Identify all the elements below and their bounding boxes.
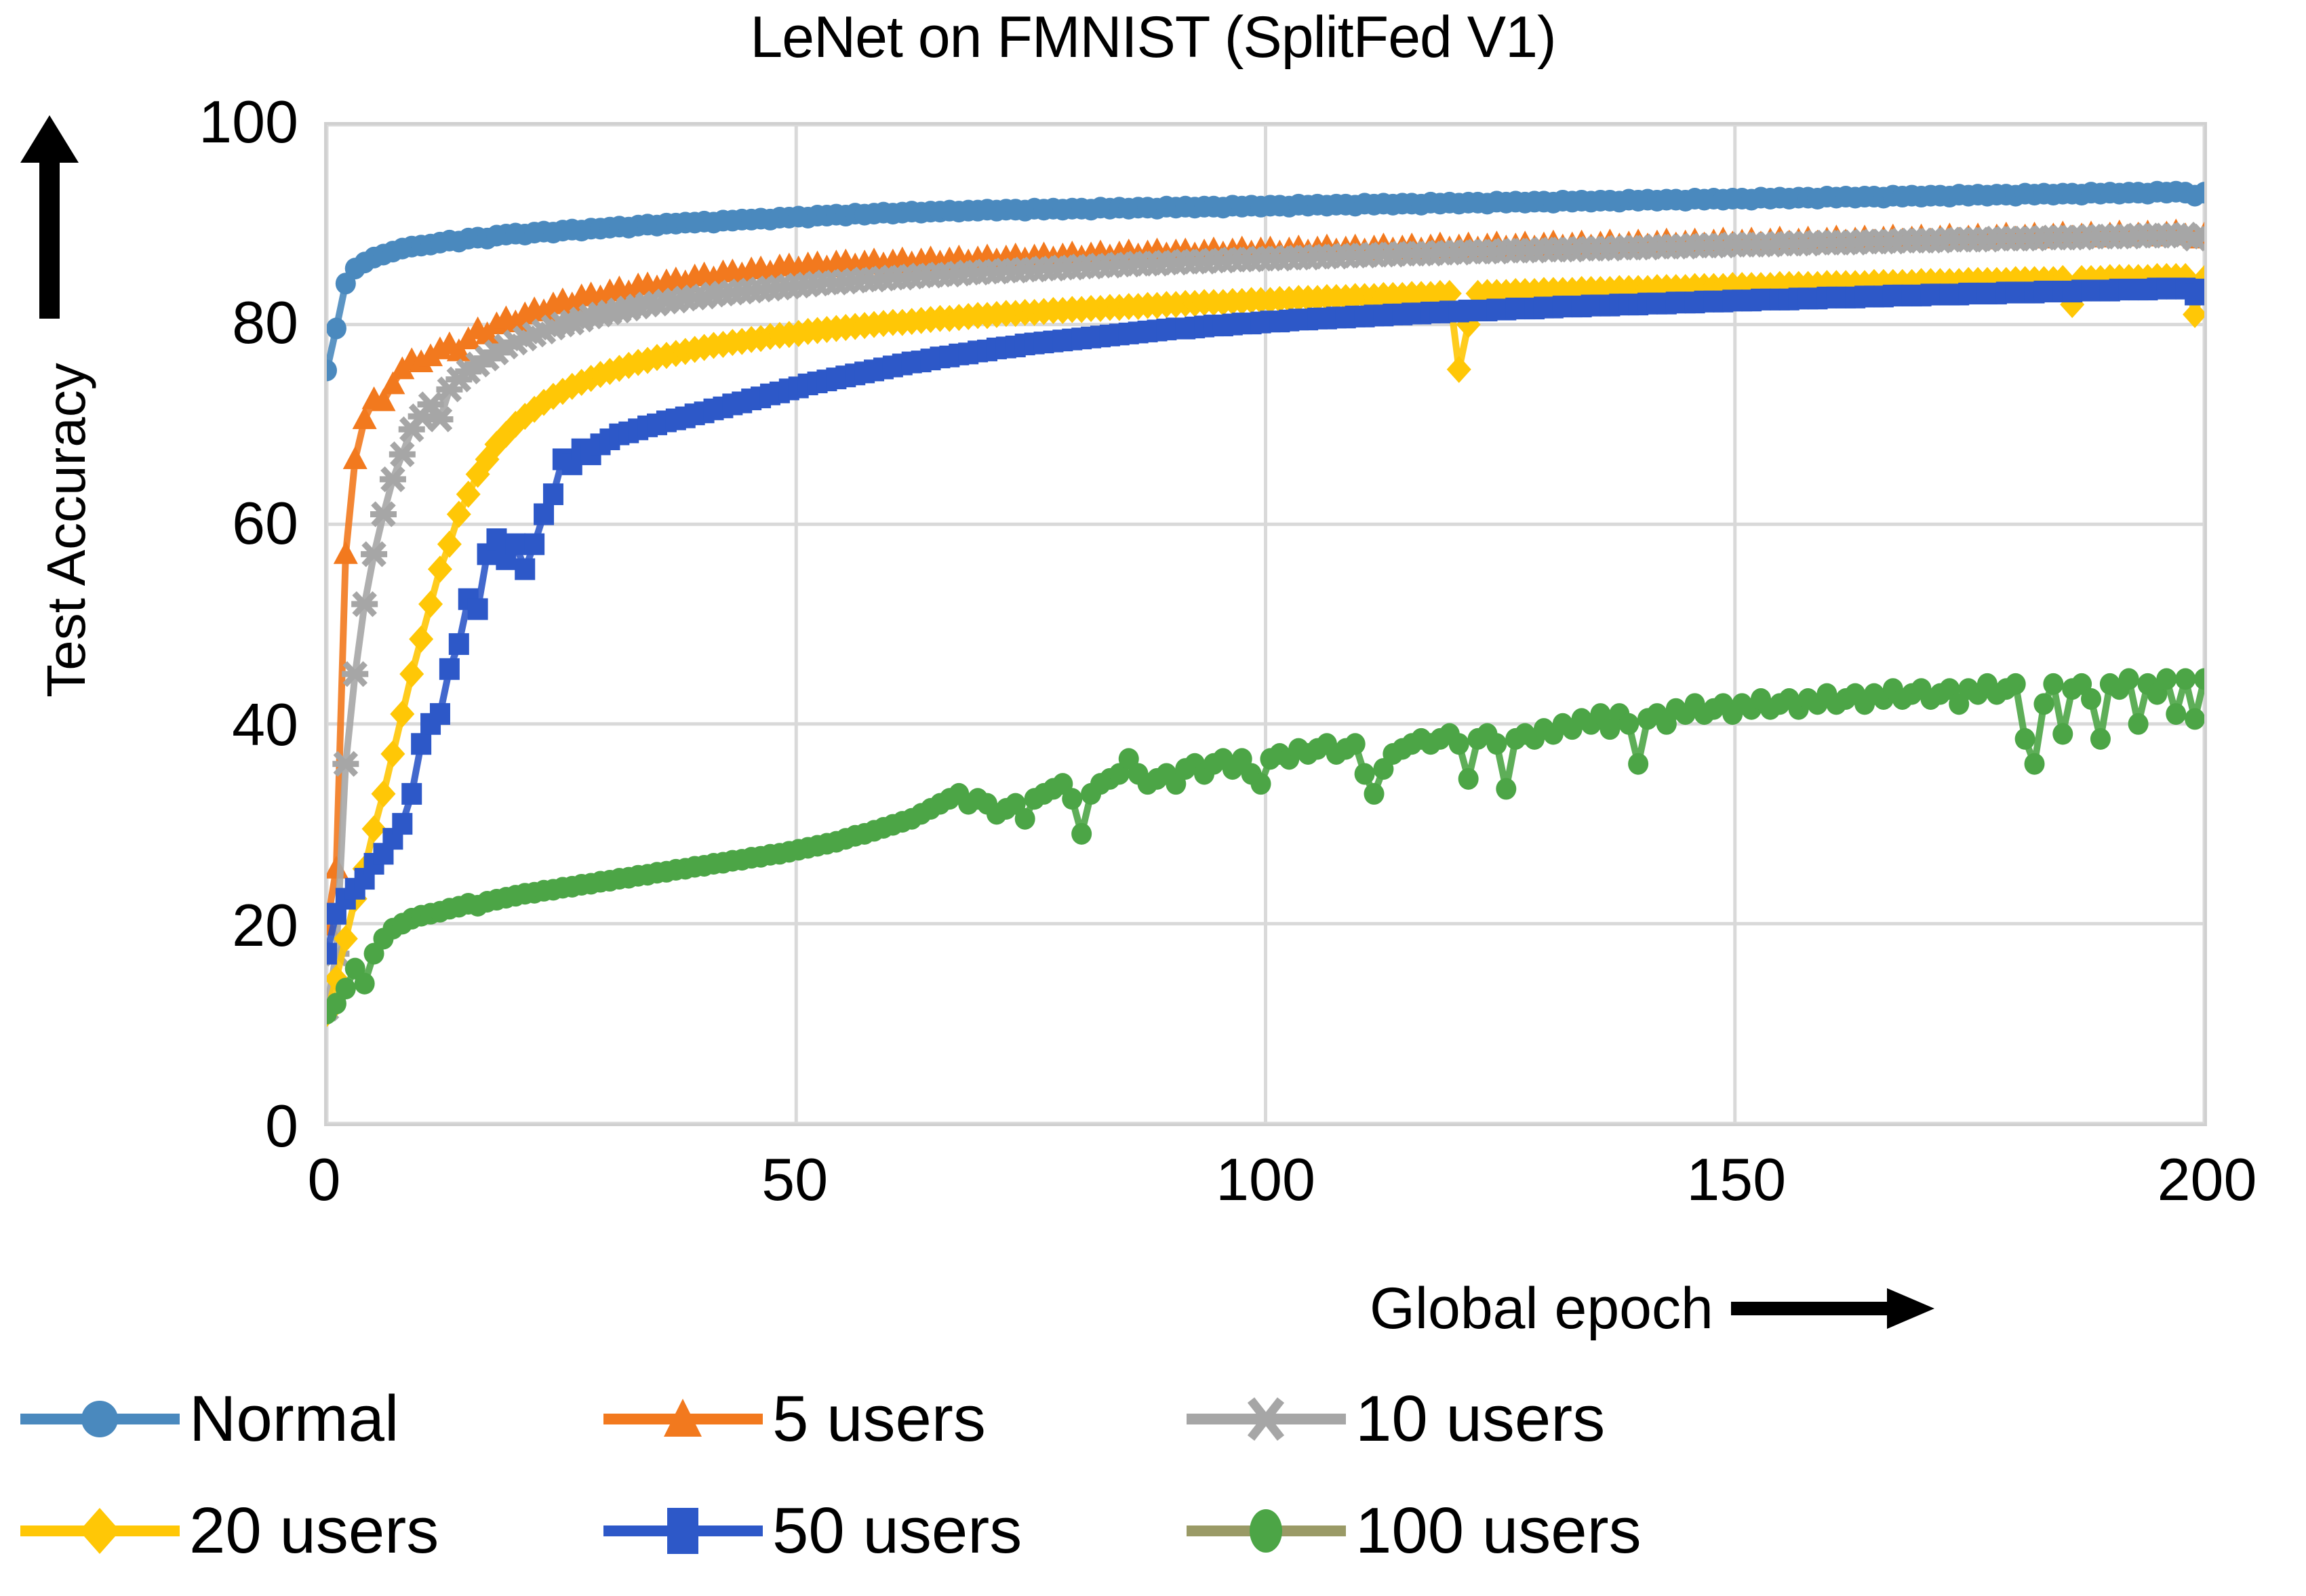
chart-legend: Normal 5 users 10 users xyxy=(20,1363,2285,1587)
x-axis-arrow-icon xyxy=(1730,1288,1934,1329)
y-tick-20: 20 xyxy=(232,891,298,959)
legend-label-normal: Normal xyxy=(189,1382,399,1455)
x-tick-50: 50 xyxy=(761,1146,829,1213)
y-tick-80: 80 xyxy=(232,289,298,357)
plot-svg xyxy=(327,125,2204,1123)
legend-item-normal[interactable]: Normal xyxy=(20,1382,603,1455)
legend-item-100-users[interactable]: 100 users xyxy=(1187,1494,1797,1567)
y-tick-100: 100 xyxy=(199,88,298,155)
legend-label-100-users: 100 users xyxy=(1355,1494,1642,1567)
legend-item-20-users[interactable]: 20 users xyxy=(20,1494,603,1567)
legend-label-5-users: 5 users xyxy=(772,1382,986,1455)
y-axis-arrow-icon xyxy=(20,115,79,319)
x-axis-title-group: Global epoch xyxy=(1370,1275,1934,1342)
y-tick-40: 40 xyxy=(232,690,298,758)
plot-area xyxy=(324,122,2207,1126)
circle-marker-icon xyxy=(1187,1509,1346,1553)
legend-label-10-users: 10 users xyxy=(1355,1382,1606,1455)
x-tick-100: 100 xyxy=(1216,1146,1315,1213)
legend-label-50-users: 50 users xyxy=(772,1494,1022,1567)
y-axis-tick-labels: 100 80 60 40 20 0 xyxy=(41,92,298,1156)
triangle-marker-icon xyxy=(603,1398,763,1437)
legend-item-50-users[interactable]: 50 users xyxy=(603,1494,1187,1567)
chart-title: LeNet on FMNIST (SplitFed V1) xyxy=(750,5,1556,70)
x-tick-0: 0 xyxy=(307,1146,341,1213)
x-axis-title: Global epoch xyxy=(1370,1276,1713,1341)
legend-item-5-users[interactable]: 5 users xyxy=(603,1382,1187,1455)
square-marker-icon xyxy=(603,1507,763,1554)
y-tick-0: 0 xyxy=(265,1092,298,1159)
cross-marker-icon xyxy=(1187,1397,1346,1441)
diamond-marker-icon xyxy=(20,1507,180,1554)
legend-label-20-users: 20 users xyxy=(189,1494,439,1567)
x-axis-tick-labels: 0 50 100 150 200 xyxy=(308,1146,2257,1234)
legend-item-10-users[interactable]: 10 users xyxy=(1187,1382,1797,1455)
y-tick-60: 60 xyxy=(232,490,298,557)
x-tick-150: 150 xyxy=(1686,1146,1787,1213)
circle-marker-icon xyxy=(20,1400,180,1437)
x-tick-200: 200 xyxy=(2157,1146,2257,1213)
